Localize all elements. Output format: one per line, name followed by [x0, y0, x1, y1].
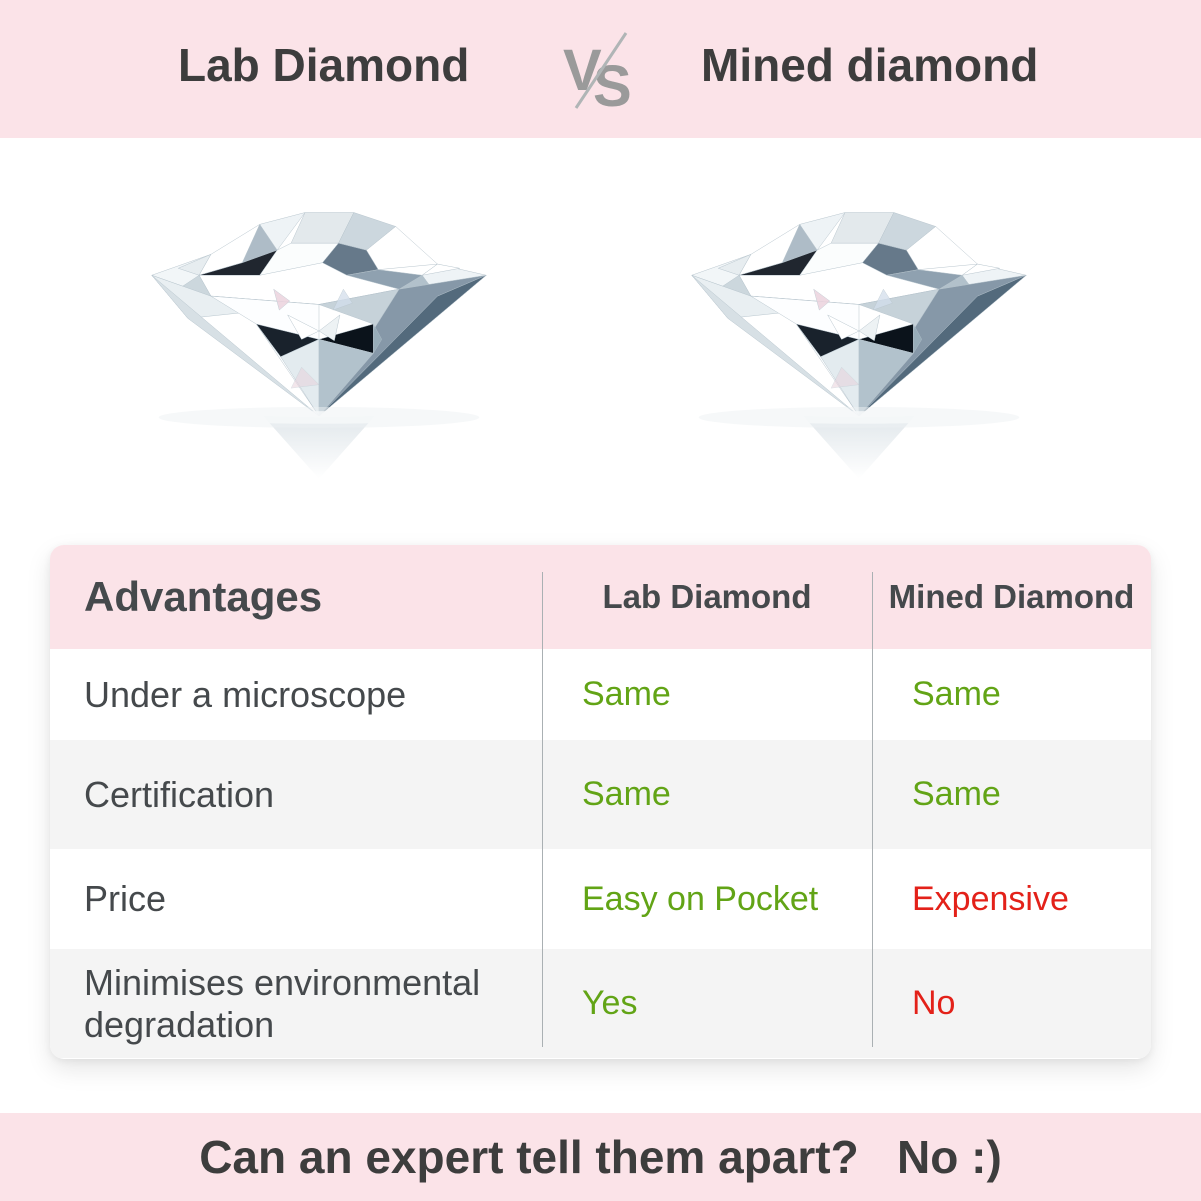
svg-text:S: S [593, 54, 632, 112]
